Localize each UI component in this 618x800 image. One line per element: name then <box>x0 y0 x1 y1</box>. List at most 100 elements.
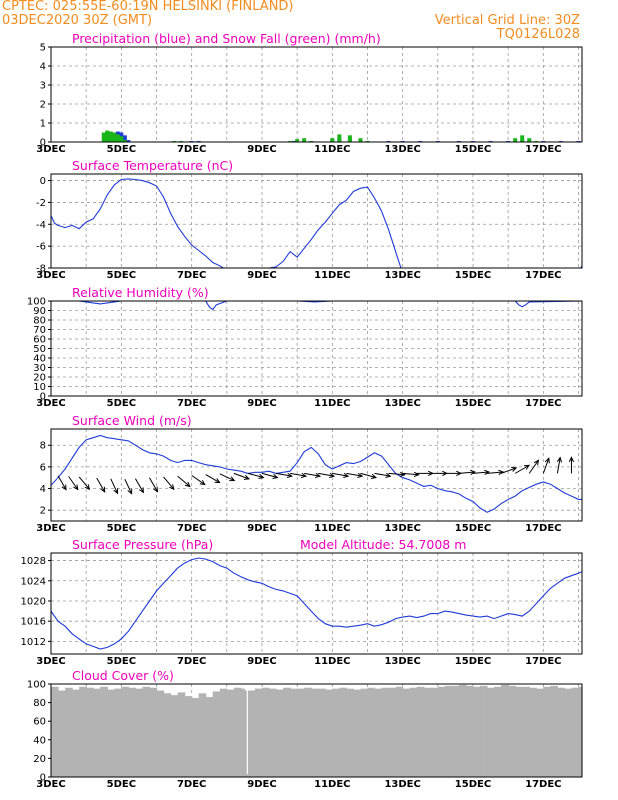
area-bar-cloud-cover <box>121 686 129 777</box>
area-bar-snow-fall <box>337 134 342 142</box>
wind-arrow-head <box>343 472 350 478</box>
area-bar-cloud-cover <box>205 697 214 777</box>
x-tick-label: 7DEC <box>177 779 206 790</box>
area-bar-cloud-cover <box>536 688 544 777</box>
wind-arrow <box>528 459 540 474</box>
wind-arrow-head <box>272 473 279 479</box>
wind-arrow-head <box>329 472 336 478</box>
area-bar-snow-fall <box>295 139 300 142</box>
area-bar-cloud-cover <box>325 689 333 777</box>
wind-arrow-shaft <box>514 464 530 474</box>
series-line-pressure <box>51 557 582 650</box>
wind-arrow-head <box>544 457 550 464</box>
x-tick-label: 5DEC <box>107 523 136 534</box>
area-bar-cloud-cover <box>339 687 347 777</box>
x-tick-label: 17DEC <box>525 523 561 534</box>
y-tick-label: 4 <box>40 62 46 73</box>
wind-arrow-head <box>258 473 265 479</box>
area-bar-cloud-cover <box>269 688 277 777</box>
wind-arrow <box>149 477 159 493</box>
area-bar-cloud-cover <box>219 688 228 777</box>
area-bar-cloud-cover <box>501 684 509 777</box>
wind-arrow-shaft <box>388 472 405 476</box>
wind-arrow-shaft <box>402 472 419 476</box>
area-bar-cloud-cover <box>508 685 516 777</box>
x-tick-label: 7DEC <box>177 270 206 281</box>
area-bar-cloud-cover <box>318 688 326 777</box>
area-bar-snow-fall <box>302 138 307 142</box>
wind-arrow-head <box>286 472 293 478</box>
x-tick-label: 5DEC <box>107 398 136 409</box>
area-bar-cloud-cover <box>93 688 101 777</box>
area-bar-snow-fall <box>108 131 113 142</box>
grid-note: Vertical Grid Line: 30Z <box>434 13 580 28</box>
panel-title: Cloud Cover (%) <box>72 668 174 683</box>
x-tick-label: 9DEC <box>247 144 276 155</box>
area-bar-snow-fall <box>513 138 518 142</box>
panel-title: Surface Pressure (hPa) <box>72 537 213 552</box>
area-bar-cloud-cover <box>402 688 411 777</box>
wind-arrow-shaft <box>205 474 220 484</box>
wind-arrow <box>430 470 448 477</box>
series-line-temperature <box>51 178 582 268</box>
x-tick-label: 15DEC <box>455 270 491 281</box>
wind-arrow-head <box>470 469 477 475</box>
panel-precip: 0 1 2 3 4 5 3DEC 5DEC 7DEC 9DEC 11DEC 13DEC 15DEC 17D… <box>36 31 583 155</box>
wind-arrow <box>191 474 206 486</box>
area-bar-snow-fall <box>520 135 525 142</box>
wind-arrow-head <box>138 487 144 494</box>
wind-arrow <box>388 471 406 478</box>
area-bar-cloud-cover <box>472 686 481 777</box>
panel-title: Relative Humidity (%) <box>72 285 209 300</box>
x-tick-label: 9DEC <box>247 779 276 790</box>
wind-arrow-shaft <box>68 476 79 490</box>
wind-arrow <box>261 472 279 479</box>
wind-arrow-head <box>73 484 79 491</box>
run-date: 03DEC2020 30Z (GMT) <box>2 13 153 28</box>
wind-arrow-shaft <box>247 472 264 479</box>
wind-arrow-shaft <box>110 478 118 494</box>
x-tick-label: 17DEC <box>525 779 561 790</box>
wind-arrow-head <box>153 486 159 493</box>
y-tick-label: 1024 <box>21 576 46 587</box>
area-bar-cloud-cover <box>416 686 425 777</box>
wind-arrow-head <box>199 479 206 486</box>
x-tick-label: 17DEC <box>525 144 561 155</box>
area-bar-cloud-cover <box>114 688 122 777</box>
area-bar-cloud-cover <box>465 685 474 777</box>
x-tick-label: 17DEC <box>525 656 561 667</box>
x-tick-label: 17DEC <box>525 270 561 281</box>
wind-arrow <box>177 475 191 488</box>
wind-arrow-shaft <box>346 472 363 477</box>
y-tick-label: 3 <box>40 81 46 92</box>
wind-arrow-shaft <box>275 472 292 477</box>
wind-arrow-shaft <box>528 459 539 474</box>
area-bar-precipitation <box>126 140 131 142</box>
area-bar-cloud-cover <box>522 686 530 777</box>
wind-arrow-shaft <box>458 471 475 474</box>
wind-arrow-head <box>357 472 364 478</box>
area-bar-cloud-cover <box>244 690 247 777</box>
x-tick-label: 3DEC <box>36 656 65 667</box>
area-bar-cloud-cover <box>156 690 165 777</box>
area-bar-cloud-cover <box>515 686 523 777</box>
area-bar-cloud-cover <box>374 688 383 777</box>
wind-arrow <box>96 477 106 493</box>
area-bar-cloud-cover <box>367 687 376 777</box>
wind-arrow-shaft <box>219 473 235 481</box>
area-bar-cloud-cover <box>233 687 242 777</box>
y-tick-label: 60 <box>33 335 46 346</box>
wind-arrow-head <box>300 472 308 478</box>
wind-arrow-shaft <box>163 476 175 490</box>
y-tick-label: 8 <box>40 441 46 452</box>
wind-arrow-head <box>169 484 175 491</box>
x-tick-label: 7DEC <box>177 398 206 409</box>
y-tick-label: 30 <box>33 363 46 374</box>
area-bar-snow-fall <box>122 140 127 142</box>
wind-arrow-shaft <box>472 471 489 474</box>
area-bar-cloud-cover <box>276 689 284 777</box>
wind-arrow <box>134 478 144 494</box>
panel-subtitle: Model Altitude: 54.7008 m <box>300 537 466 552</box>
wind-arrow-shaft <box>487 471 504 474</box>
area-bar-cloud-cover <box>51 686 59 777</box>
